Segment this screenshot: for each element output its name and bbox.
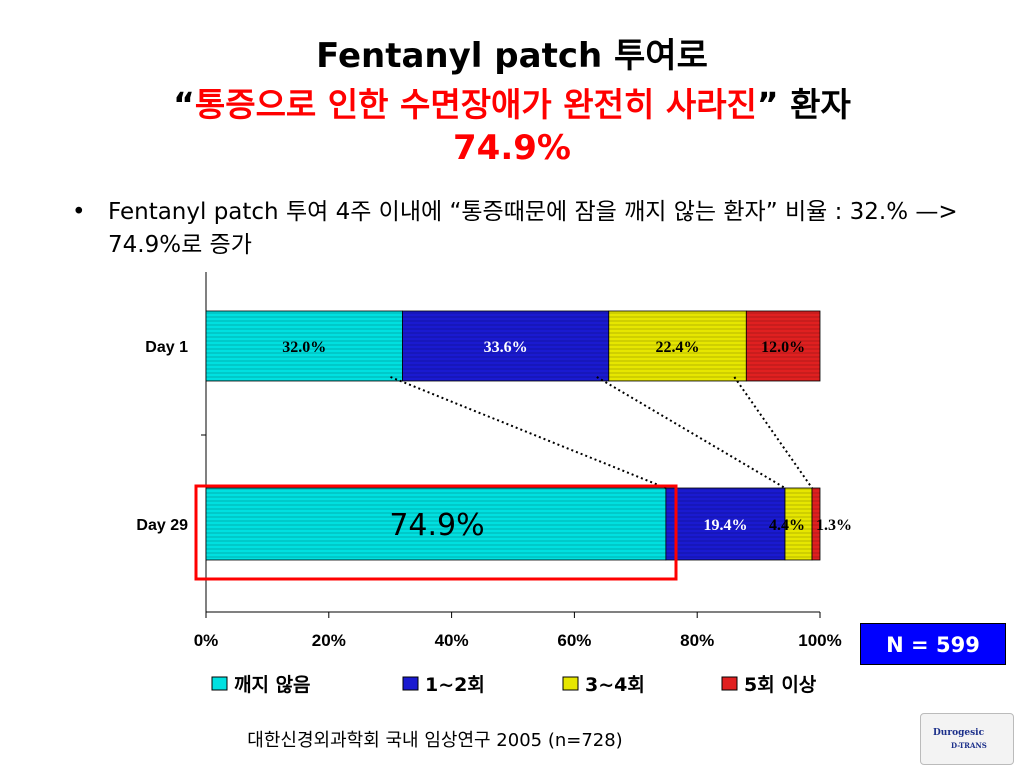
title-highlight-text: 통증으로 인한 수면장애가 완전히 사라진 — [194, 85, 757, 124]
legend-label: 1~2회 — [425, 674, 485, 696]
logo-subtext: D-TRANS — [951, 741, 987, 750]
connector-line — [733, 376, 813, 489]
legend-swatch — [211, 676, 228, 691]
category-label: Day 29 — [136, 517, 188, 534]
slide-title-line1: Fentanyl patch 투여로 — [316, 36, 708, 76]
data-label: 22.4% — [656, 339, 700, 356]
x-tick-label: 100% — [798, 631, 841, 650]
bar-segment-texture — [746, 311, 820, 381]
x-tick-label: 40% — [435, 631, 469, 650]
category-label: Day 1 — [145, 339, 188, 356]
slide-title-line2: “통증으로 인한 수면장애가 완전히 사라진” 환자 — [0, 78, 1024, 126]
legend-label: 깨지 않음 — [234, 674, 311, 696]
legend-label: 5회 이상 — [744, 674, 817, 696]
title-suffix: 환자 — [778, 85, 851, 124]
x-tick-label: 0% — [194, 631, 219, 650]
bar-segment-texture — [785, 488, 813, 560]
connector-line — [390, 376, 667, 489]
data-label: 12.0% — [761, 339, 805, 356]
data-label: 4.4% — [769, 517, 805, 534]
x-tick-label: 80% — [680, 631, 714, 650]
data-label: 32.0% — [282, 339, 326, 356]
legend-swatch — [562, 676, 579, 691]
logo-text: Durogesic — [933, 728, 985, 738]
highlight-box — [194, 484, 678, 581]
close-quote: ” — [756, 85, 779, 124]
bullet-text: Fentanyl patch 투여 4주 이내에 “통증때문에 잠을 깨지 않는… — [108, 199, 958, 258]
legend-swatch — [402, 676, 419, 691]
bar-segment-texture — [812, 488, 820, 560]
bar-segment-texture — [206, 488, 666, 560]
legend-label: 3~4회 — [585, 674, 645, 696]
durogesic-logo: Durogesic D-TRANS — [920, 713, 1014, 765]
slide-title-percentage: 74.9% — [453, 128, 571, 168]
bar-segment-texture — [402, 311, 609, 381]
sample-size-badge: N = 599 — [860, 623, 1006, 665]
open-quote: “ — [173, 85, 195, 124]
data-label: 33.6% — [484, 339, 528, 356]
x-tick-label: 60% — [557, 631, 591, 650]
bar-segment-texture — [608, 311, 747, 381]
legend-swatch — [721, 676, 738, 691]
source-citation: 대한신경외과학회 국내 임상연구 2005 (n=728) — [247, 730, 623, 751]
bullet-icon: • — [72, 199, 86, 225]
bar-segment-texture — [665, 488, 786, 560]
connector-line — [596, 376, 786, 489]
data-label: 1.3% — [816, 517, 852, 534]
x-tick-label: 20% — [312, 631, 346, 650]
bar-segment-texture — [206, 311, 403, 381]
data-label: 19.4% — [703, 517, 747, 534]
data-label: 74.9% — [389, 508, 484, 543]
